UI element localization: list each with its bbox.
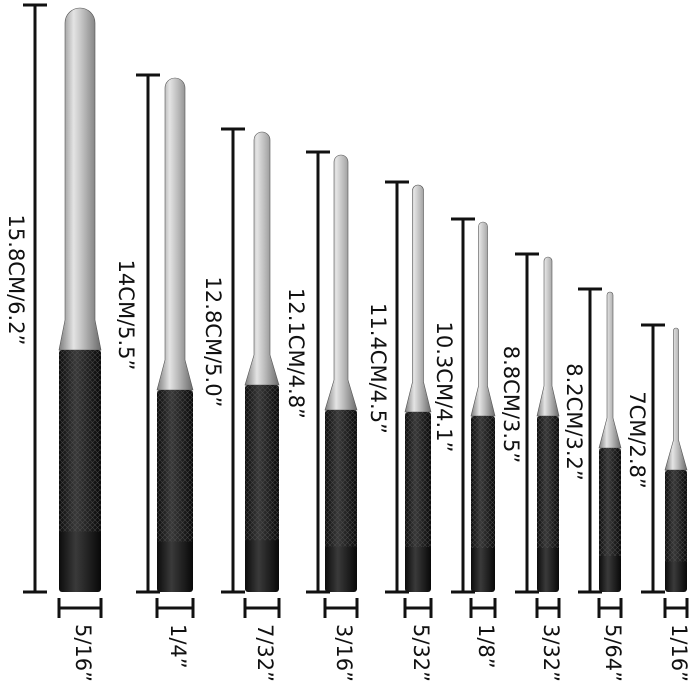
- knurling: [599, 448, 621, 556]
- length-bracket: [385, 180, 409, 594]
- knurling: [537, 416, 559, 548]
- diameter-label: 1/4”: [166, 624, 190, 669]
- length-label: 15.8CM/6.2”: [4, 215, 28, 346]
- length-label: 8.8CM/3.5”: [499, 346, 523, 464]
- diameter-bracket: [469, 598, 497, 618]
- length-label: 11.4CM/4.5”: [366, 303, 390, 434]
- punch-shaft: [470, 221, 496, 417]
- length-label: 7CM/2.8”: [625, 391, 649, 489]
- punch-shaft: [404, 184, 432, 413]
- diameter-label: 5/64”: [601, 624, 625, 682]
- length-label: 14CM/5.5”: [114, 260, 138, 371]
- length-label: 8.2CM/3.2”: [562, 363, 586, 481]
- knurling: [157, 390, 193, 542]
- knurling: [59, 350, 101, 532]
- diameter-bracket: [323, 598, 359, 618]
- diameter-label: 3/16”: [332, 624, 356, 682]
- length-bracket: [23, 3, 47, 594]
- diameter-bracket: [403, 598, 433, 618]
- length-bracket: [306, 150, 330, 594]
- diameter-label: 3/32”: [539, 624, 563, 682]
- diameter-bracket: [155, 598, 195, 618]
- punch-shaft: [664, 327, 688, 471]
- knurling: [245, 385, 279, 541]
- length-label: 12.1CM/4.8”: [284, 288, 308, 419]
- knurling: [325, 410, 357, 547]
- length-bracket: [515, 252, 539, 594]
- diameter-label: 5/32”: [409, 624, 433, 682]
- diameter-label: 1/8”: [474, 624, 498, 669]
- knurling: [665, 470, 687, 562]
- knurling: [405, 412, 431, 547]
- knurling: [471, 416, 495, 548]
- length-bracket: [136, 73, 160, 594]
- length-label: 12.8CM/5.0”: [201, 277, 225, 408]
- punch-shaft: [58, 7, 102, 351]
- diameter-bracket: [597, 598, 623, 618]
- length-bracket: [641, 323, 665, 594]
- length-label: 10.3CM/4.1”: [432, 322, 456, 453]
- punch-shaft: [536, 256, 560, 417]
- length-bracket: [221, 127, 245, 594]
- diameter-bracket: [663, 598, 689, 618]
- diameter-label: 7/32”: [253, 624, 277, 682]
- diameter-label: 5/16”: [71, 624, 95, 682]
- punch-shaft: [598, 291, 622, 449]
- length-bracket: [451, 217, 475, 594]
- punch-shaft: [324, 154, 358, 411]
- diameter-bracket: [57, 598, 103, 618]
- diameter-label: 1/16”: [667, 624, 691, 682]
- punch-shaft: [244, 131, 280, 386]
- diameter-bracket: [243, 598, 281, 618]
- length-bracket: [578, 287, 602, 594]
- punch-shaft: [156, 77, 194, 391]
- diameter-bracket: [535, 598, 561, 618]
